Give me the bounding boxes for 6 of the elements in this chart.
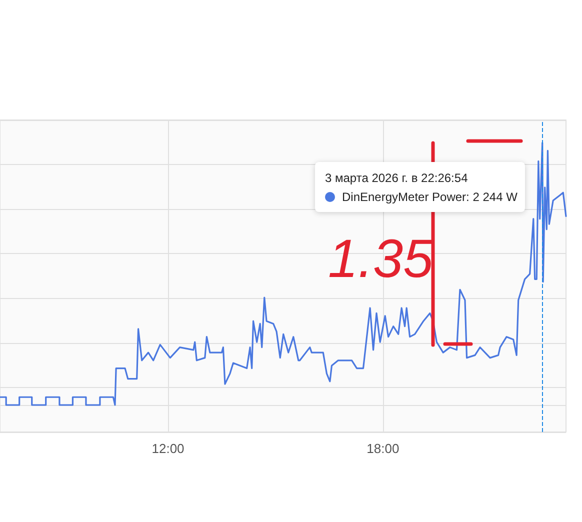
x-tick-label: 18:00 <box>366 441 400 456</box>
x-tick-label: 12:00 <box>152 441 184 456</box>
annotation: DinEnergyMeter Power: 2 244 W <box>342 190 518 204</box>
tooltip-box: 3 марта 2026 г. в 22:26:54 DinEnergyMeter Power: 2 244 W <box>315 162 526 212</box>
annotation: 3 марта 2026 г. в 22:26:54 <box>325 171 468 185</box>
annotation: 1.35 <box>328 228 434 290</box>
